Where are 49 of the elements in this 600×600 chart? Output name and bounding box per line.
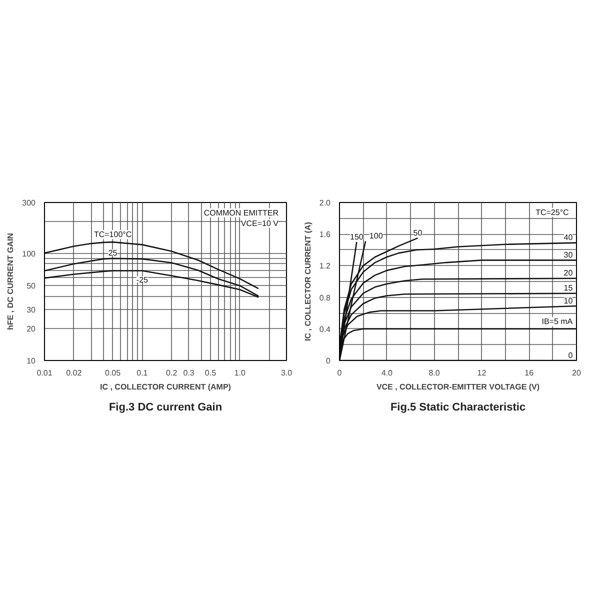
- x-tick-label: 4.0: [381, 368, 394, 378]
- x-tick-label: 3.0: [280, 368, 293, 378]
- series-label: -25: [136, 275, 149, 284]
- y-tick-label: 1.6: [319, 230, 332, 240]
- annotation: VCE=10 V: [240, 218, 280, 228]
- x-tick-label: 12: [477, 368, 487, 378]
- annotation: TC=25°C: [536, 208, 570, 217]
- series-label: 100: [369, 232, 384, 241]
- y-tick-label: 2.0: [319, 198, 332, 208]
- y-tick-label: 0.8: [319, 293, 332, 302]
- x-tick-label: 0.5: [204, 368, 217, 378]
- x-tick-label: 0: [337, 368, 342, 378]
- y-axis-title: IC , COLLECTOR CURRENT (A): [303, 222, 312, 341]
- x-tick-label: 16: [524, 368, 534, 378]
- series-label: 10: [564, 296, 574, 306]
- y-tick-label: 30: [26, 305, 36, 314]
- series-label: IB=5 mA: [542, 317, 574, 326]
- y-tick-label: 20: [26, 324, 36, 334]
- y-tick-label: 1.2: [319, 262, 332, 271]
- x-tick-label: 0.1: [136, 368, 148, 378]
- y-tick-label: 100: [22, 250, 36, 259]
- x-tick-label: 0.02: [66, 368, 82, 378]
- text: Fig.5 Static Characteristic: [390, 402, 526, 414]
- x-tick-label: 1.0: [234, 368, 246, 378]
- series-label: 50: [413, 228, 423, 238]
- series-label: TC=100°C: [94, 230, 132, 240]
- x-tick-label: 0.05: [105, 368, 122, 378]
- x-tick-label: 0.3: [183, 368, 195, 378]
- x-tick-label: 8.0: [428, 368, 440, 378]
- y-tick-label: 10: [26, 356, 36, 366]
- x-axis-title: IC , COLLECTOR CURRENT (AMP): [100, 382, 232, 392]
- series-label: 25: [108, 248, 118, 258]
- series-label: 30: [564, 250, 574, 260]
- x-tick-label: 0.2: [166, 368, 178, 378]
- y-tick-label: 0.4: [319, 324, 332, 334]
- series-label: 150: [350, 232, 364, 242]
- y-tick-label: 50: [26, 282, 36, 291]
- series-label: 0: [568, 350, 574, 360]
- x-axis-title: VCE , COLLECTOR-EMITTER VOLTAGE (V): [376, 382, 540, 392]
- x-tick-label: 0.01: [36, 368, 53, 378]
- x-tick-label: 20: [572, 368, 582, 378]
- annotation: COMMON EMITTER: [204, 208, 279, 218]
- series-label: 40: [564, 233, 574, 242]
- y-tick-label: 0: [326, 356, 332, 366]
- series-label: 15: [564, 284, 574, 293]
- y-axis-title: hFE , DC CURRENT GAIN: [6, 232, 16, 330]
- y-tick-label: 300: [22, 198, 36, 208]
- text: Fig.3 DC current Gain: [108, 402, 222, 414]
- series-label: 20: [564, 268, 574, 278]
